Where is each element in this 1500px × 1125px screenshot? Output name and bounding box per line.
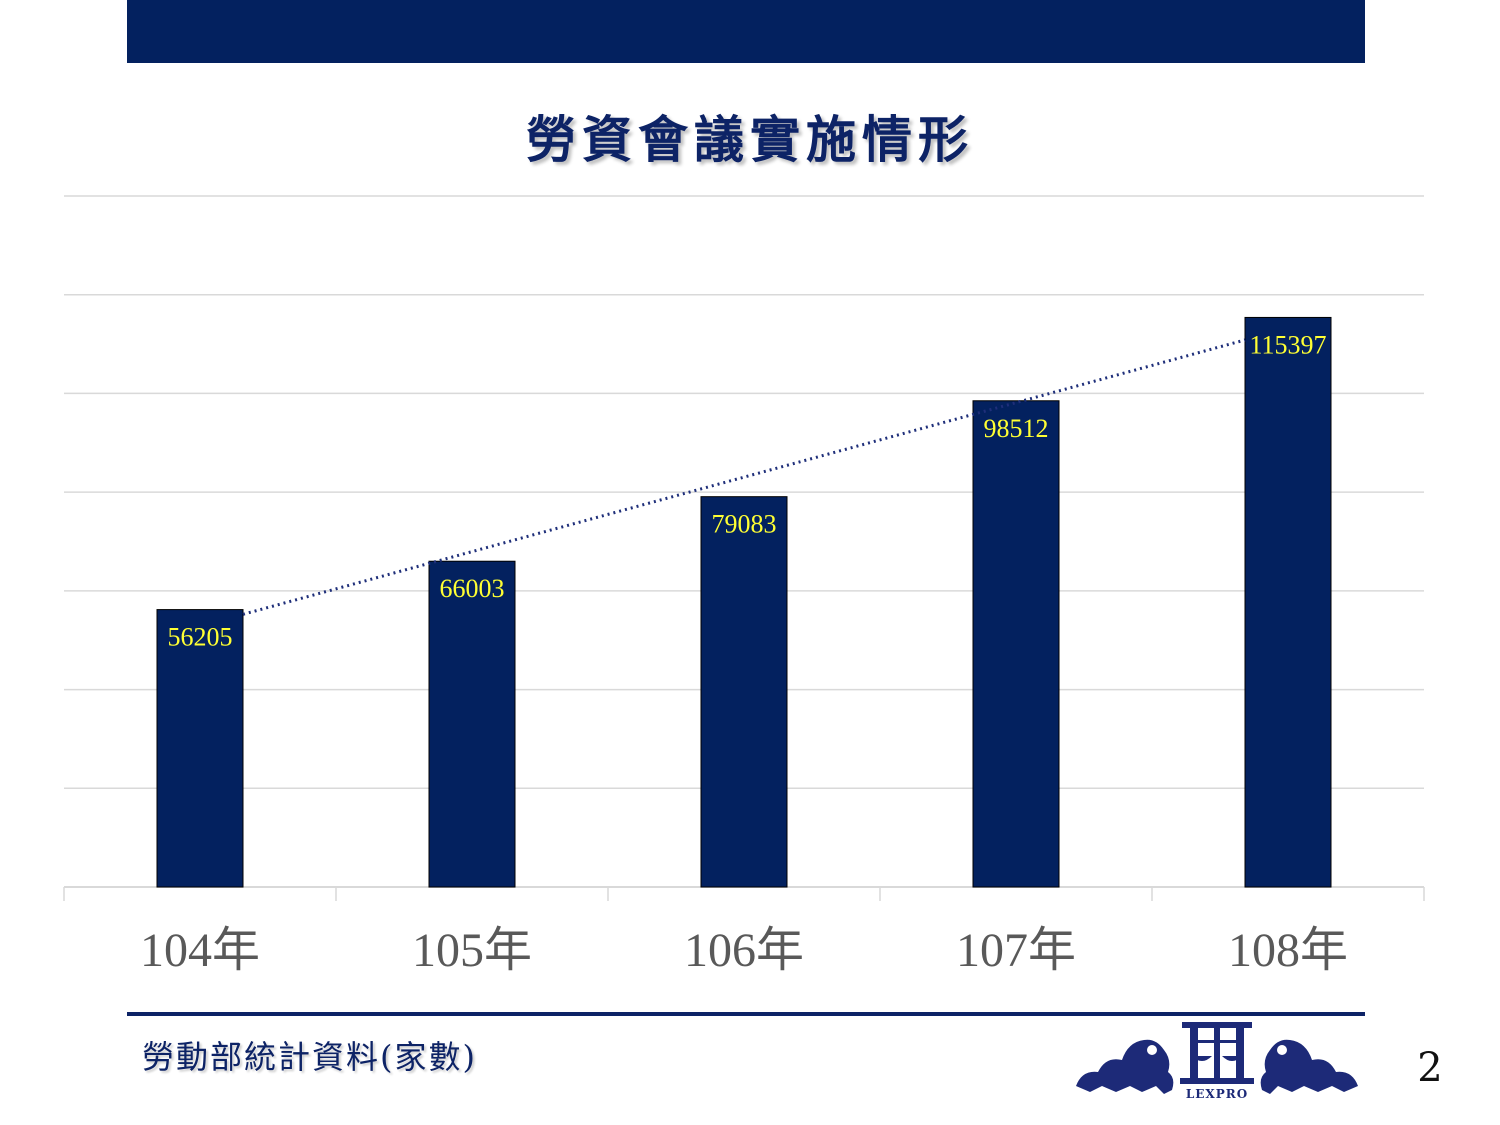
bar <box>700 496 788 888</box>
bottom-divider <box>127 1012 1365 1016</box>
top-banner <box>127 0 1365 63</box>
lexpro-logo: LEXPRO <box>1072 1020 1362 1106</box>
logo-wordmark: LEXPRO <box>1185 1087 1249 1101</box>
page-title: 勞資會議實施情形 <box>526 110 974 169</box>
bar-value-label: 115397 <box>1249 330 1326 359</box>
x-tick-label: 108年 <box>1228 924 1348 977</box>
x-tick-label: 107年 <box>956 924 1076 977</box>
trendline-layer <box>242 338 1246 616</box>
x-tick-label: 104年 <box>140 924 260 977</box>
x-tick-label: 106年 <box>684 924 804 977</box>
trendline <box>242 338 1246 616</box>
labels-layer: 56205 104年 66003 105年 79083 106年 98512 107年 1153… <box>140 330 1348 977</box>
bar <box>156 609 244 888</box>
x-tick-label: 105年 <box>412 924 532 977</box>
bar <box>1244 316 1332 888</box>
bar-value-label: 79083 <box>712 510 777 539</box>
page-number: 2 <box>1417 1045 1443 1091</box>
bar-value-label: 56205 <box>168 623 233 652</box>
bar-value-label: 98512 <box>984 414 1049 443</box>
bar <box>428 560 516 888</box>
bar-value-label: 66003 <box>440 574 505 603</box>
bar <box>972 400 1060 888</box>
bars-layer <box>156 316 1332 888</box>
source-note: 勞動部統計資料(家數) <box>142 1038 477 1076</box>
bar-chart: 56205 104年 66003 105年 79083 106年 98512 107年 1153… <box>63 195 1425 977</box>
